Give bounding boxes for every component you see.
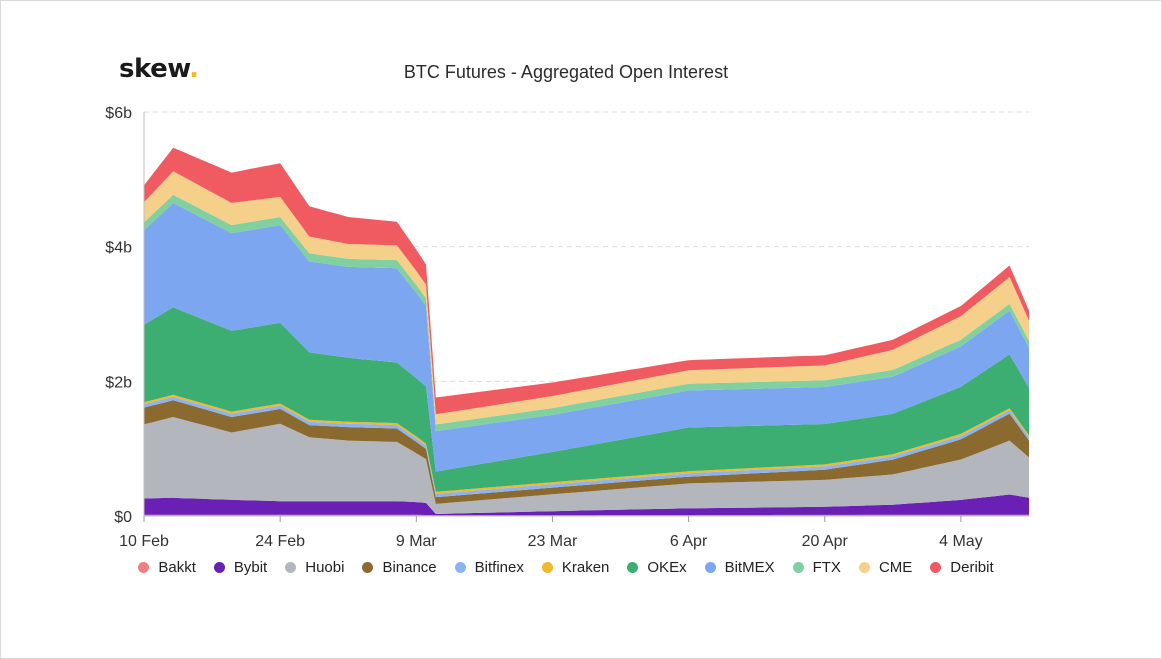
legend-label: BitMEX	[724, 559, 775, 576]
x-tick-label: 9 Mar	[396, 533, 438, 550]
legend-dot-icon	[858, 562, 870, 573]
legend-dot-icon	[930, 562, 942, 573]
legend-label: Bybit	[233, 559, 268, 576]
legend-label: Bitfinex	[474, 559, 524, 576]
series-area-bybit	[144, 494, 1029, 516]
legend-dot-icon	[138, 562, 150, 573]
skew-logo: skew.	[119, 54, 199, 84]
legend-item-bybit[interactable]: Bybit	[213, 559, 268, 576]
legend-item-bitfinex[interactable]: Bitfinex	[454, 559, 524, 576]
series-area-deribit	[144, 147, 1029, 415]
legend-dot-icon	[627, 562, 639, 573]
x-tick-label: 4 May	[939, 533, 983, 550]
legend-item-binance[interactable]: Binance	[362, 559, 437, 576]
legend-label: FTX	[812, 559, 841, 576]
series-area-binance	[144, 400, 1029, 504]
legend-item-cme[interactable]: CME	[858, 559, 913, 576]
legend-item-bitmex[interactable]: BitMEX	[704, 559, 775, 576]
series-area-okex	[144, 307, 1029, 492]
legend-item-huobi[interactable]: Huobi	[285, 559, 344, 576]
x-tick-label: 24 Feb	[255, 533, 305, 550]
x-tick-label: 10 Feb	[119, 533, 169, 550]
legend-label: Binance	[382, 559, 437, 576]
legend-item-okex[interactable]: OKEx	[627, 559, 687, 576]
legend-dot-icon	[213, 562, 225, 573]
legend-dot-icon	[541, 562, 553, 573]
legend-dot-icon	[792, 562, 804, 573]
x-tick-label: 23 Mar	[528, 533, 578, 550]
legend-label: OKEx	[647, 559, 687, 576]
legend-label: Deribit	[950, 559, 994, 576]
legend-item-deribit[interactable]: Deribit	[930, 559, 994, 576]
series-area-bitmex	[144, 202, 1029, 472]
legend-dot-icon	[285, 562, 297, 573]
x-tick-label: 20 Apr	[802, 533, 849, 550]
y-tick-label: $6b	[105, 105, 132, 122]
legend-dot-icon	[704, 562, 716, 573]
legend-item-ftx[interactable]: FTX	[792, 559, 841, 576]
y-tick-label: $0	[114, 509, 132, 526]
legend-dot-icon	[454, 562, 466, 573]
legend-label: Bakkt	[158, 559, 196, 576]
y-tick-label: $2b	[105, 374, 132, 391]
x-tick-label: 6 Apr	[670, 533, 708, 550]
series-area-huobi	[144, 417, 1029, 514]
legend-label: Huobi	[305, 559, 345, 576]
chart-legend: Bakkt Bybit Huobi Binance Bitfinex Kraken OKEx…	[0, 559, 1132, 576]
y-tick-label: $4b	[105, 240, 132, 257]
chart-title: BTC Futures - Aggregated Open Interest	[403, 62, 729, 82]
legend-dot-icon	[362, 562, 374, 573]
legend-label: CME	[878, 559, 913, 576]
legend-item-kraken[interactable]: Kraken	[541, 559, 610, 576]
legend-item-bakkt[interactable]: Bakkt	[138, 559, 196, 576]
legend-label: Kraken	[561, 559, 610, 576]
